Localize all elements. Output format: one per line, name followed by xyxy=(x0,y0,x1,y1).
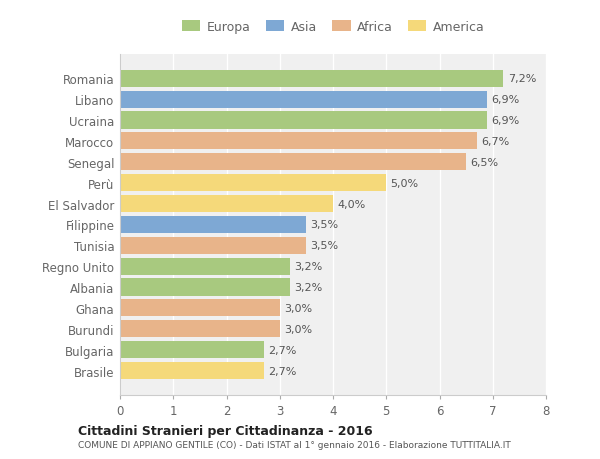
Text: 2,7%: 2,7% xyxy=(268,345,296,355)
Bar xyxy=(120,279,290,296)
Text: 6,9%: 6,9% xyxy=(491,95,520,105)
Text: 3,0%: 3,0% xyxy=(284,324,312,334)
Bar xyxy=(120,175,386,192)
Text: 7,2%: 7,2% xyxy=(508,74,536,84)
Bar xyxy=(120,341,264,358)
Text: 4,0%: 4,0% xyxy=(337,199,365,209)
Bar xyxy=(120,133,477,150)
Bar xyxy=(120,71,503,88)
Bar xyxy=(120,196,333,213)
Bar xyxy=(120,300,280,317)
Text: 3,0%: 3,0% xyxy=(284,303,312,313)
Text: 5,0%: 5,0% xyxy=(391,178,419,188)
Bar xyxy=(120,320,280,338)
Text: 3,5%: 3,5% xyxy=(311,220,339,230)
Legend: Europa, Asia, Africa, America: Europa, Asia, Africa, America xyxy=(182,21,484,34)
Text: 6,9%: 6,9% xyxy=(491,116,520,126)
Text: 6,7%: 6,7% xyxy=(481,137,509,146)
Bar xyxy=(120,154,466,171)
Text: Cittadini Stranieri per Cittadinanza - 2016: Cittadini Stranieri per Cittadinanza - 2… xyxy=(78,424,373,437)
Bar xyxy=(120,216,307,234)
Bar xyxy=(120,237,307,254)
Bar xyxy=(120,258,290,275)
Text: 6,5%: 6,5% xyxy=(470,157,499,168)
Text: 3,2%: 3,2% xyxy=(295,282,323,292)
Text: 3,2%: 3,2% xyxy=(295,262,323,272)
Bar xyxy=(120,362,264,379)
Text: 3,5%: 3,5% xyxy=(311,241,339,251)
Text: 2,7%: 2,7% xyxy=(268,366,296,376)
Bar xyxy=(120,91,487,108)
Text: COMUNE DI APPIANO GENTILE (CO) - Dati ISTAT al 1° gennaio 2016 - Elaborazione TU: COMUNE DI APPIANO GENTILE (CO) - Dati IS… xyxy=(78,441,511,449)
Bar xyxy=(120,112,487,129)
